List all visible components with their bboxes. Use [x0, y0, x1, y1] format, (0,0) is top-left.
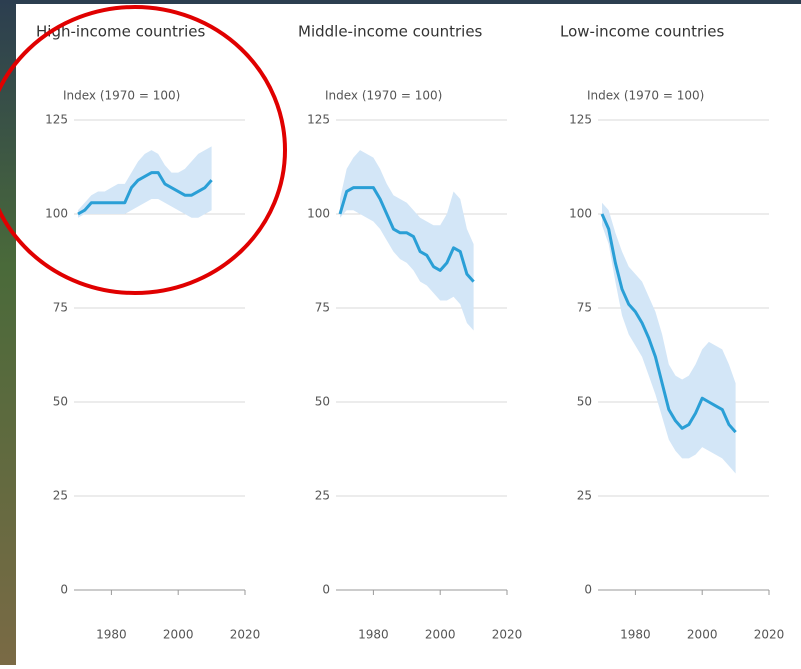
uncertainty-band — [340, 150, 474, 331]
chart-panel — [16, 4, 801, 665]
line — [77, 171, 213, 216]
x-tick-label: 2000 — [425, 628, 456, 642]
y-tick-label: 0 — [584, 583, 592, 597]
y-tick-label: 100 — [569, 207, 592, 221]
x-tick-label: 1980 — [358, 628, 389, 642]
y-tick-label: 125 — [45, 113, 68, 127]
y-tick-label: 100 — [45, 207, 68, 221]
x-tick-label: 2000 — [163, 628, 194, 642]
y-tick-label: 75 — [577, 301, 592, 315]
x-tick-label: 1980 — [620, 628, 651, 642]
y-tick-label: 50 — [577, 395, 592, 409]
chart-title: Low-income countries — [560, 23, 725, 41]
x-tick-label: 2020 — [754, 628, 785, 642]
x-tick-label: 2020 — [230, 628, 261, 642]
y-axis-label: Index (1970 = 100) — [63, 89, 180, 103]
y-axis-label: Index (1970 = 100) — [587, 89, 704, 103]
y-tick-label: 75 — [315, 301, 330, 315]
line — [338, 186, 475, 283]
y-axis-label: Index (1970 = 100) — [325, 89, 442, 103]
chart-title: Middle-income countries — [298, 23, 483, 41]
y-tick-label: 125 — [569, 113, 592, 127]
x-tick-label: 2020 — [492, 628, 523, 642]
y-tick-label: 125 — [307, 113, 330, 127]
y-tick-label: 25 — [315, 489, 330, 503]
y-tick-label: 50 — [315, 395, 330, 409]
y-tick-label: 75 — [53, 301, 68, 315]
x-tick-label: 2000 — [687, 628, 718, 642]
chart-title: High-income countries — [36, 23, 205, 41]
plots: High-income countries Index (1970 = 100) 0… — [36, 23, 784, 642]
y-tick-label: 0 — [322, 583, 330, 597]
y-tick-label: 0 — [60, 583, 68, 597]
uncertainty-band — [602, 202, 736, 474]
x-tick-label: 1980 — [96, 628, 127, 642]
y-tick-label: 25 — [577, 489, 592, 503]
line — [600, 213, 737, 434]
uncertainty-band — [78, 146, 212, 218]
y-tick-label: 25 — [53, 489, 68, 503]
y-tick-label: 50 — [53, 395, 68, 409]
y-tick-label: 100 — [307, 207, 330, 221]
highlight-circle — [0, 5, 287, 295]
